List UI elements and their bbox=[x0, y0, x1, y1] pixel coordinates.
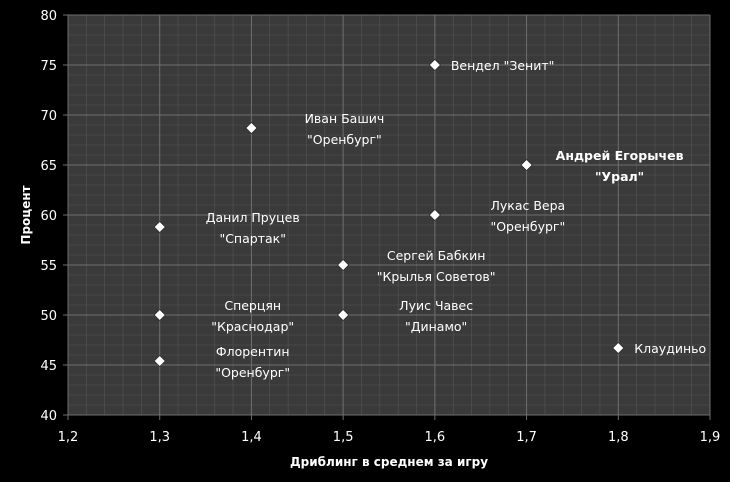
data-point-label: Андрей Егорычев bbox=[556, 148, 684, 163]
data-point-label: Клаудиньо bbox=[634, 341, 706, 356]
data-point-label: "Оренбург" bbox=[490, 219, 565, 234]
data-labels: Вендел "Зенит" Иван Башич "Оренбург" Андрей… bbox=[206, 58, 706, 380]
y-tick-label: 80 bbox=[40, 9, 57, 24]
data-point-label: "Динамо" bbox=[405, 319, 467, 334]
data-point-label: Иван Башич bbox=[305, 111, 385, 126]
data-point-label: Лукас Вера bbox=[490, 198, 565, 213]
data-point-marker bbox=[428, 59, 441, 71]
data-point-label: Сергей Бабкин bbox=[387, 248, 486, 263]
x-tick-label: 1,7 bbox=[516, 430, 537, 445]
x-tick-label: 1,3 bbox=[149, 430, 170, 445]
y-tick-label: 65 bbox=[40, 159, 57, 174]
data-point-marker bbox=[520, 159, 533, 171]
data-point-label: Флорентин bbox=[216, 344, 290, 359]
data-point-marker bbox=[337, 259, 350, 271]
data-point-marker bbox=[245, 122, 258, 134]
data-point-label: Луис Чавес bbox=[399, 298, 473, 313]
data-point-marker bbox=[428, 209, 441, 221]
data-point-label: "Оренбург" bbox=[215, 365, 290, 380]
y-tick-label: 75 bbox=[40, 59, 57, 74]
data-point-label: Вендел "Зенит" bbox=[451, 58, 555, 73]
data-point-label: Данил Пруцев bbox=[206, 210, 300, 225]
x-tick-label: 1,9 bbox=[700, 430, 721, 445]
x-tick-label: 1,5 bbox=[333, 430, 354, 445]
data-point-label: Сперцян bbox=[224, 298, 281, 313]
data-point-label: "Урал" bbox=[595, 169, 644, 184]
data-point-marker bbox=[153, 355, 166, 367]
y-tick-label: 70 bbox=[40, 109, 57, 124]
y-axis-ticks: 40 45 50 55 60 65 70 75 80 bbox=[40, 9, 57, 424]
y-tick-label: 55 bbox=[40, 259, 57, 274]
data-point-marker bbox=[153, 309, 166, 321]
data-point-label: "Краснодар" bbox=[211, 319, 294, 334]
data-point-label: "Оренбург" bbox=[307, 132, 382, 147]
data-points bbox=[153, 59, 625, 367]
y-tick-label: 50 bbox=[40, 309, 57, 324]
x-tick-label: 1,6 bbox=[425, 430, 446, 445]
y-tick-label: 40 bbox=[40, 409, 57, 424]
y-tick-label: 45 bbox=[40, 359, 57, 374]
data-point-label: "Спартак" bbox=[219, 231, 286, 246]
data-point-marker bbox=[612, 342, 625, 354]
data-point-label: "Крылья Советов" bbox=[377, 269, 496, 284]
x-axis-ticks: 1,2 1,3 1,4 1,5 1,6 1,7 1,8 1,9 bbox=[58, 430, 721, 445]
x-tick-label: 1,2 bbox=[58, 430, 79, 445]
x-axis-title: Дриблинг в среднем за игру bbox=[290, 455, 488, 469]
x-tick-label: 1,4 bbox=[241, 430, 262, 445]
y-tick-label: 60 bbox=[40, 209, 57, 224]
x-tick-label: 1,8 bbox=[608, 430, 629, 445]
data-point-marker bbox=[337, 309, 350, 321]
y-axis-title: Процент bbox=[19, 185, 33, 244]
data-point-marker bbox=[153, 221, 166, 233]
